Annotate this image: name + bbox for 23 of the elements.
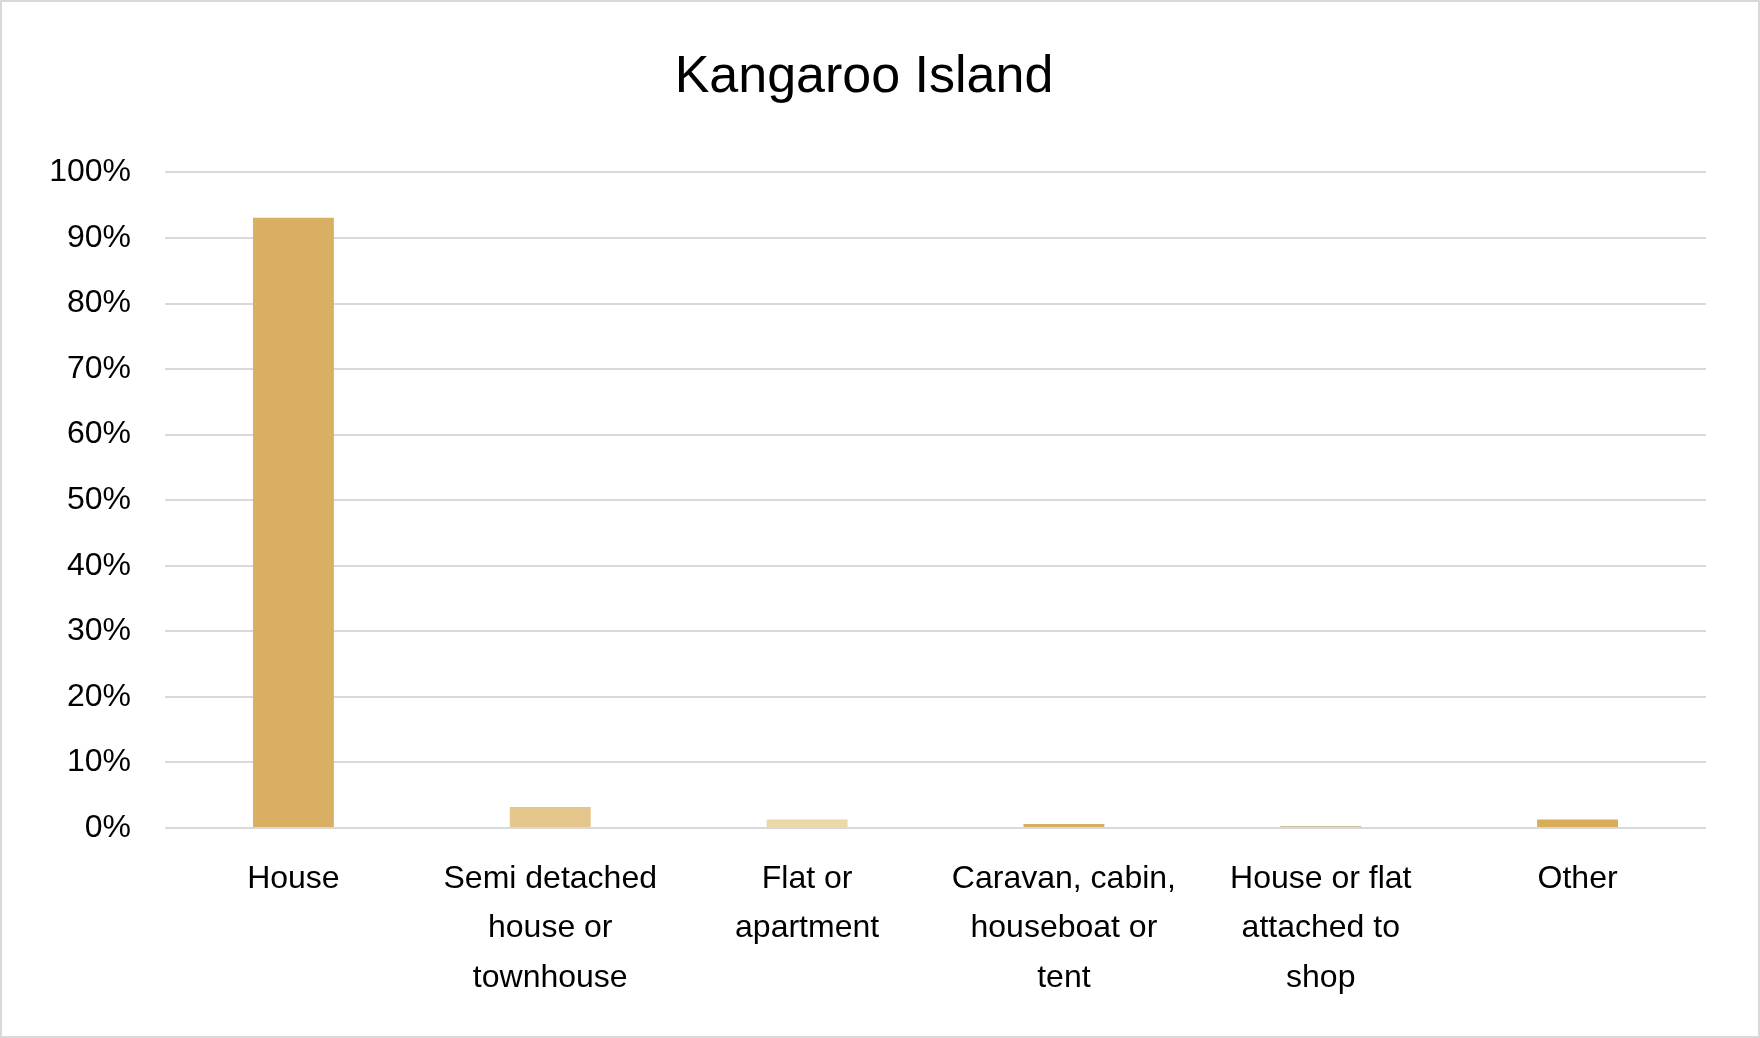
bar bbox=[1023, 824, 1105, 827]
x-tick-label: Caravan, cabin, houseboat or tent bbox=[951, 858, 1176, 994]
y-tick-label: 0% bbox=[84, 807, 131, 844]
x-tick-label: Flat or apartment bbox=[735, 858, 880, 945]
bar bbox=[509, 807, 591, 827]
y-tick-label: 30% bbox=[66, 611, 131, 648]
chart-title: Kangaroo Island bbox=[674, 44, 1054, 103]
x-tick-label: Other bbox=[1537, 858, 1618, 895]
y-tick-label: 40% bbox=[66, 545, 131, 582]
bar bbox=[1537, 819, 1619, 827]
y-tick-label: 70% bbox=[66, 348, 131, 385]
y-tick-label: 20% bbox=[66, 676, 131, 713]
x-tick-label: House bbox=[247, 858, 340, 895]
x-tick-label: Semi detached house or townhouse bbox=[443, 858, 657, 994]
x-tick-label: House or flat attached to shop bbox=[1230, 858, 1412, 994]
y-tick-label: 50% bbox=[66, 480, 131, 517]
bar bbox=[252, 217, 334, 827]
y-tick-label: 10% bbox=[66, 742, 131, 779]
y-tick-label: 100% bbox=[49, 152, 131, 189]
y-tick-label: 80% bbox=[66, 283, 131, 320]
y-tick-label: 90% bbox=[66, 217, 131, 254]
y-tick-label: 60% bbox=[66, 414, 131, 451]
bar bbox=[766, 819, 848, 827]
